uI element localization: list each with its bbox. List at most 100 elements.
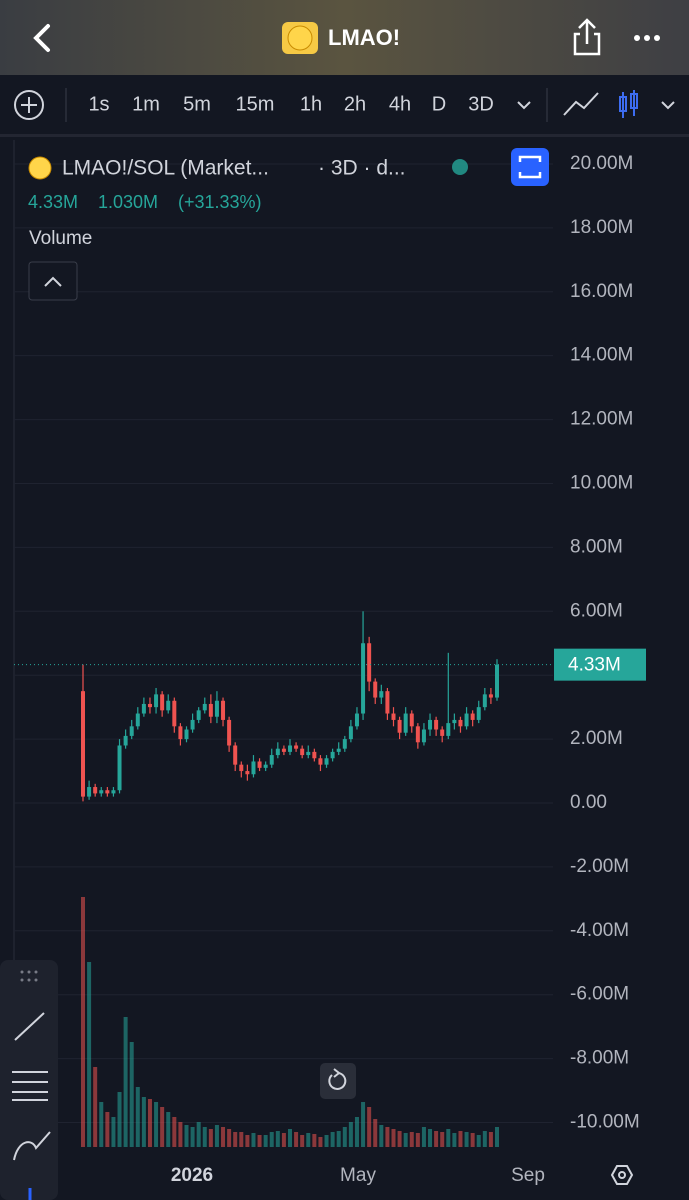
volume-bar: [379, 1125, 384, 1147]
candle-body: [476, 707, 481, 720]
volume-bar: [336, 1131, 341, 1147]
volume-bar: [111, 1117, 116, 1147]
candle-body: [141, 703, 146, 714]
collapse-button[interactable]: [28, 261, 78, 301]
y-tick-label: -10.00M: [570, 1112, 640, 1133]
candle-body: [464, 713, 469, 727]
change-percent: (+31.33%): [178, 192, 262, 212]
brush-tool[interactable]: [13, 1131, 51, 1161]
candle-body: [208, 703, 213, 717]
candle-body: [81, 691, 85, 797]
settings-button[interactable]: [610, 1165, 634, 1185]
volume-bar: [257, 1135, 262, 1147]
header-title: LMAO!: [328, 25, 400, 50]
candle-body: [202, 703, 207, 711]
candle-body: [227, 719, 232, 746]
candle-body: [428, 719, 433, 730]
candle-chart-button[interactable]: [619, 90, 638, 118]
interval-button[interactable]: 15m: [236, 93, 275, 115]
volume-bar: [233, 1132, 238, 1147]
fullscreen-button[interactable]: [511, 148, 549, 186]
y-tick-label: 0.00: [570, 792, 607, 813]
y-tick-label: 6.00M: [570, 600, 623, 621]
volume-bar: [415, 1133, 420, 1147]
y-tick-label: 14.00M: [570, 345, 633, 366]
back-button[interactable]: [33, 24, 50, 52]
symbol-details: · 3D · d...: [318, 157, 406, 180]
y-tick-label: 20.00M: [570, 153, 633, 174]
volume-bar: [391, 1129, 396, 1147]
volume-bar: [202, 1127, 207, 1147]
volume-bar: [397, 1131, 402, 1147]
volume-bar: [184, 1125, 189, 1147]
volume-bar: [221, 1127, 226, 1147]
candle-body: [263, 764, 268, 768]
volume-bar: [488, 1132, 493, 1147]
candle-body: [87, 787, 92, 797]
candle-body: [391, 713, 396, 720]
volume-bar: [81, 897, 85, 1147]
candle-body: [373, 681, 378, 698]
fib-tool[interactable]: [12, 1071, 48, 1101]
interval-button[interactable]: 5m: [183, 93, 211, 115]
interval-button[interactable]: 4h: [389, 93, 411, 115]
candle-body: [458, 719, 463, 727]
candle-body: [257, 761, 262, 768]
y-tick-label: -4.00M: [570, 920, 629, 941]
y-tick-label: 10.00M: [570, 472, 633, 493]
x-tick-label: May: [340, 1165, 376, 1186]
candle-body: [446, 723, 451, 736]
volume-bar: [178, 1122, 183, 1147]
volume-bar: [330, 1132, 335, 1147]
chart-type-dropdown[interactable]: [661, 101, 675, 110]
volume-bar: [147, 1099, 152, 1147]
interval-button[interactable]: 1m: [132, 93, 160, 115]
volume-bar: [93, 1067, 98, 1147]
add-button[interactable]: [14, 90, 44, 120]
volume-bar: [428, 1129, 433, 1147]
volume-bar: [476, 1135, 481, 1147]
volume-bar: [99, 1102, 104, 1147]
candle-body: [135, 713, 140, 727]
volume-bar: [117, 1092, 122, 1147]
share-button[interactable]: [573, 18, 601, 56]
candle-body: [178, 726, 183, 740]
symbol-icon: [28, 156, 52, 180]
volume-bar: [373, 1119, 378, 1147]
volume-bar: [348, 1122, 353, 1147]
interval-dropdown[interactable]: [517, 101, 531, 110]
interval-button[interactable]: 2h: [344, 93, 366, 115]
candle-body: [488, 694, 493, 698]
volume-bar: [87, 962, 92, 1147]
y-tick-label: -8.00M: [570, 1048, 629, 1069]
y-tick-label: 12.00M: [570, 409, 633, 430]
interval-button[interactable]: 1h: [300, 93, 322, 115]
x-tick-label: Sep: [511, 1165, 545, 1186]
last-value: 4.33M: [28, 192, 78, 212]
volume-bar: [141, 1097, 146, 1147]
candle-body: [342, 739, 347, 749]
volume-bar: [105, 1112, 110, 1147]
interval-button[interactable]: D: [432, 93, 446, 115]
candle-body: [367, 643, 372, 682]
interval-group: 1s 1m 5m 15m 1h 2h 4h D 3D: [88, 93, 493, 115]
interval-button[interactable]: 1s: [88, 93, 109, 115]
change-value: 1.030M: [98, 192, 158, 212]
volume-bar: [470, 1133, 475, 1147]
reset-button[interactable]: [320, 1063, 356, 1099]
trendline-tool[interactable]: [14, 1012, 45, 1041]
candle-body: [233, 745, 238, 765]
candle-body: [403, 713, 408, 733]
candle-body: [348, 726, 353, 740]
interval-button[interactable]: 3D: [468, 93, 494, 115]
volume-bar: [482, 1131, 487, 1147]
candle-body: [294, 745, 299, 749]
line-chart-button[interactable]: [563, 92, 599, 116]
volume-bar: [440, 1132, 445, 1147]
more-button[interactable]: [634, 35, 660, 41]
status-dot: [452, 159, 468, 175]
volume-bar: [281, 1133, 286, 1147]
volume-bar: [312, 1134, 317, 1147]
candle-body: [452, 719, 457, 724]
